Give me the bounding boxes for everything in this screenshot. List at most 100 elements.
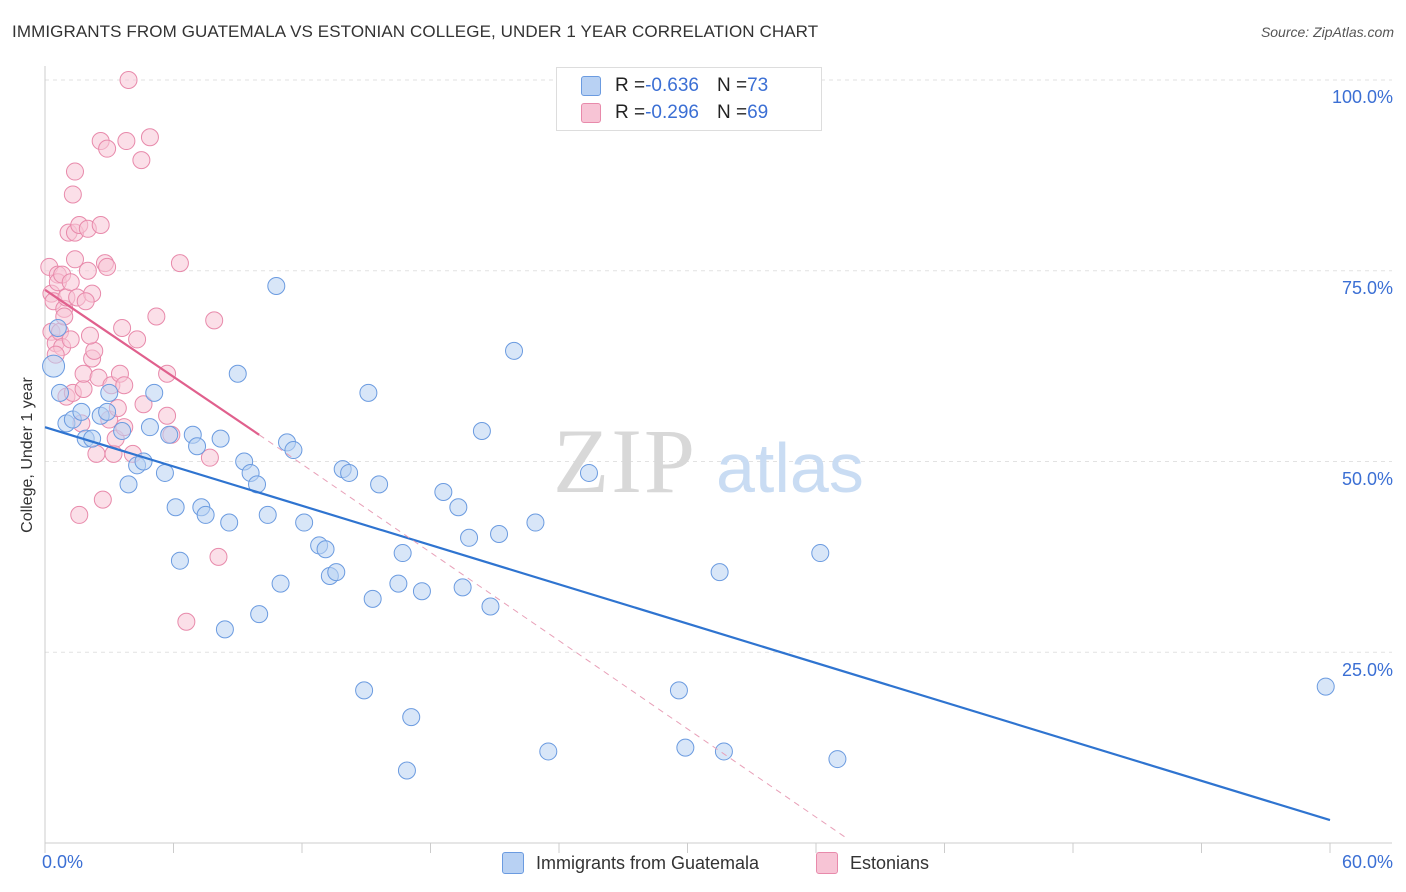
- data-point-estonians: [74, 364, 93, 383]
- data-point-estonians: [119, 71, 138, 89]
- data-point-estonians: [209, 547, 228, 566]
- data-point-estonians: [205, 311, 224, 330]
- data-point-guatemala: [166, 498, 185, 517]
- data-point-guatemala: [250, 605, 269, 624]
- data-point-estonians: [117, 132, 136, 151]
- data-point-guatemala: [140, 418, 159, 437]
- legend-n-label: N =: [716, 75, 748, 96]
- x-tick-label-max: 60.0%: [1341, 852, 1393, 872]
- trend-line-estonians-extension: [258, 434, 849, 840]
- data-point-guatemala: [370, 475, 389, 494]
- legend-row-guatemala: R = -0.636 N = 73: [581, 74, 768, 98]
- trend-line-estonians: [44, 288, 260, 436]
- data-point-guatemala: [196, 505, 215, 524]
- watermark-atlas: atlas: [716, 429, 864, 507]
- legend-swatch-estonians: [581, 103, 601, 123]
- legend-n-value: 69: [747, 102, 769, 123]
- data-point-estonians: [158, 406, 177, 425]
- data-point-estonians: [140, 128, 159, 147]
- data-point-guatemala: [811, 544, 830, 563]
- data-point-guatemala: [215, 620, 234, 639]
- data-point-guatemala: [48, 318, 67, 337]
- legend-label-guatemala: Immigrants from Guatemala: [536, 852, 760, 873]
- watermark: ZIP atlas: [553, 410, 864, 512]
- legend-row-estonians: R = -0.296 N = 69: [581, 101, 768, 125]
- grid: [45, 79, 1392, 653]
- data-point-guatemala: [481, 597, 500, 616]
- data-point-guatemala: [669, 681, 688, 700]
- data-point-guatemala: [505, 341, 524, 360]
- data-point-estonians: [70, 505, 89, 524]
- trend-lines: [44, 288, 1331, 840]
- data-point-guatemala: [393, 544, 412, 563]
- data-point-guatemala: [220, 513, 239, 532]
- data-point-guatemala: [710, 563, 729, 582]
- y-tick-label-50: 50.0%: [1341, 469, 1393, 489]
- data-point-guatemala: [460, 528, 479, 547]
- legend-r-label: R =: [615, 75, 646, 96]
- data-point-estonians: [85, 341, 104, 360]
- legend-item-estonians: Estonians: [816, 852, 929, 874]
- axes: [44, 66, 1392, 853]
- legend-swatch-guatemala: [502, 852, 524, 874]
- legend-n-label: N =: [716, 102, 748, 123]
- data-point-estonians: [132, 151, 151, 170]
- data-point-estonians: [65, 162, 84, 181]
- data-point-guatemala: [714, 742, 733, 761]
- legend-r-value: -0.296: [645, 102, 699, 123]
- legend-r-value: -0.636: [645, 75, 699, 96]
- data-point-guatemala: [397, 761, 416, 780]
- data-point-estonians: [65, 250, 84, 269]
- data-point-guatemala: [359, 383, 378, 402]
- data-point-guatemala: [284, 441, 303, 460]
- data-point-guatemala: [113, 421, 132, 440]
- data-point-guatemala: [228, 364, 247, 383]
- y-tick-label-100: 100.0%: [1331, 87, 1393, 107]
- data-point-guatemala: [363, 589, 382, 608]
- data-point-guatemala: [389, 574, 408, 593]
- data-point-estonians: [61, 330, 80, 349]
- legend-r-label: R =: [615, 102, 646, 123]
- trend-line-guatemala: [44, 426, 1331, 822]
- data-point-guatemala: [188, 437, 207, 456]
- data-point-guatemala: [155, 463, 174, 482]
- data-point-estonians: [78, 261, 97, 280]
- data-point-estonians: [91, 215, 110, 234]
- data-point-guatemala: [42, 354, 66, 378]
- data-point-guatemala: [676, 738, 695, 757]
- data-point-guatemala: [579, 463, 598, 482]
- data-point-guatemala: [119, 475, 138, 494]
- data-point-guatemala: [355, 681, 374, 700]
- data-point-guatemala: [295, 513, 314, 532]
- data-point-estonians: [115, 376, 134, 395]
- data-point-estonians: [134, 395, 153, 414]
- legend-swatch-estonians: [816, 852, 838, 874]
- data-point-guatemala: [472, 421, 491, 440]
- data-point-estonians: [128, 330, 147, 349]
- data-point-guatemala: [50, 383, 69, 402]
- data-point-guatemala: [267, 277, 286, 296]
- y-tick-label-25: 25.0%: [1341, 660, 1393, 680]
- data-point-guatemala: [316, 540, 335, 559]
- data-point-estonians: [98, 139, 117, 158]
- data-point-guatemala: [526, 513, 545, 532]
- source-label: Source: ZipAtlas.com: [1260, 24, 1394, 40]
- legend-item-guatemala: Immigrants from Guatemala: [502, 852, 759, 874]
- data-point-guatemala: [211, 429, 230, 448]
- legend-n-value: 73: [747, 75, 769, 96]
- data-point-guatemala: [271, 574, 290, 593]
- data-point-guatemala: [539, 742, 558, 761]
- data-point-guatemala: [402, 708, 421, 727]
- data-point-estonians: [98, 257, 117, 276]
- data-point-guatemala: [258, 505, 277, 524]
- data-point-estonians: [177, 612, 196, 631]
- legend-label-estonians: Estonians: [850, 852, 930, 873]
- y-tick-label-75: 75.0%: [1341, 278, 1393, 298]
- data-point-guatemala: [412, 582, 431, 601]
- series-legend: Immigrants from Guatemala Estonians: [0, 852, 1406, 876]
- x-tick-label-min: 0.0%: [42, 852, 84, 872]
- data-point-estonians: [93, 490, 112, 509]
- data-point-guatemala: [170, 551, 189, 570]
- data-point-guatemala: [449, 498, 468, 517]
